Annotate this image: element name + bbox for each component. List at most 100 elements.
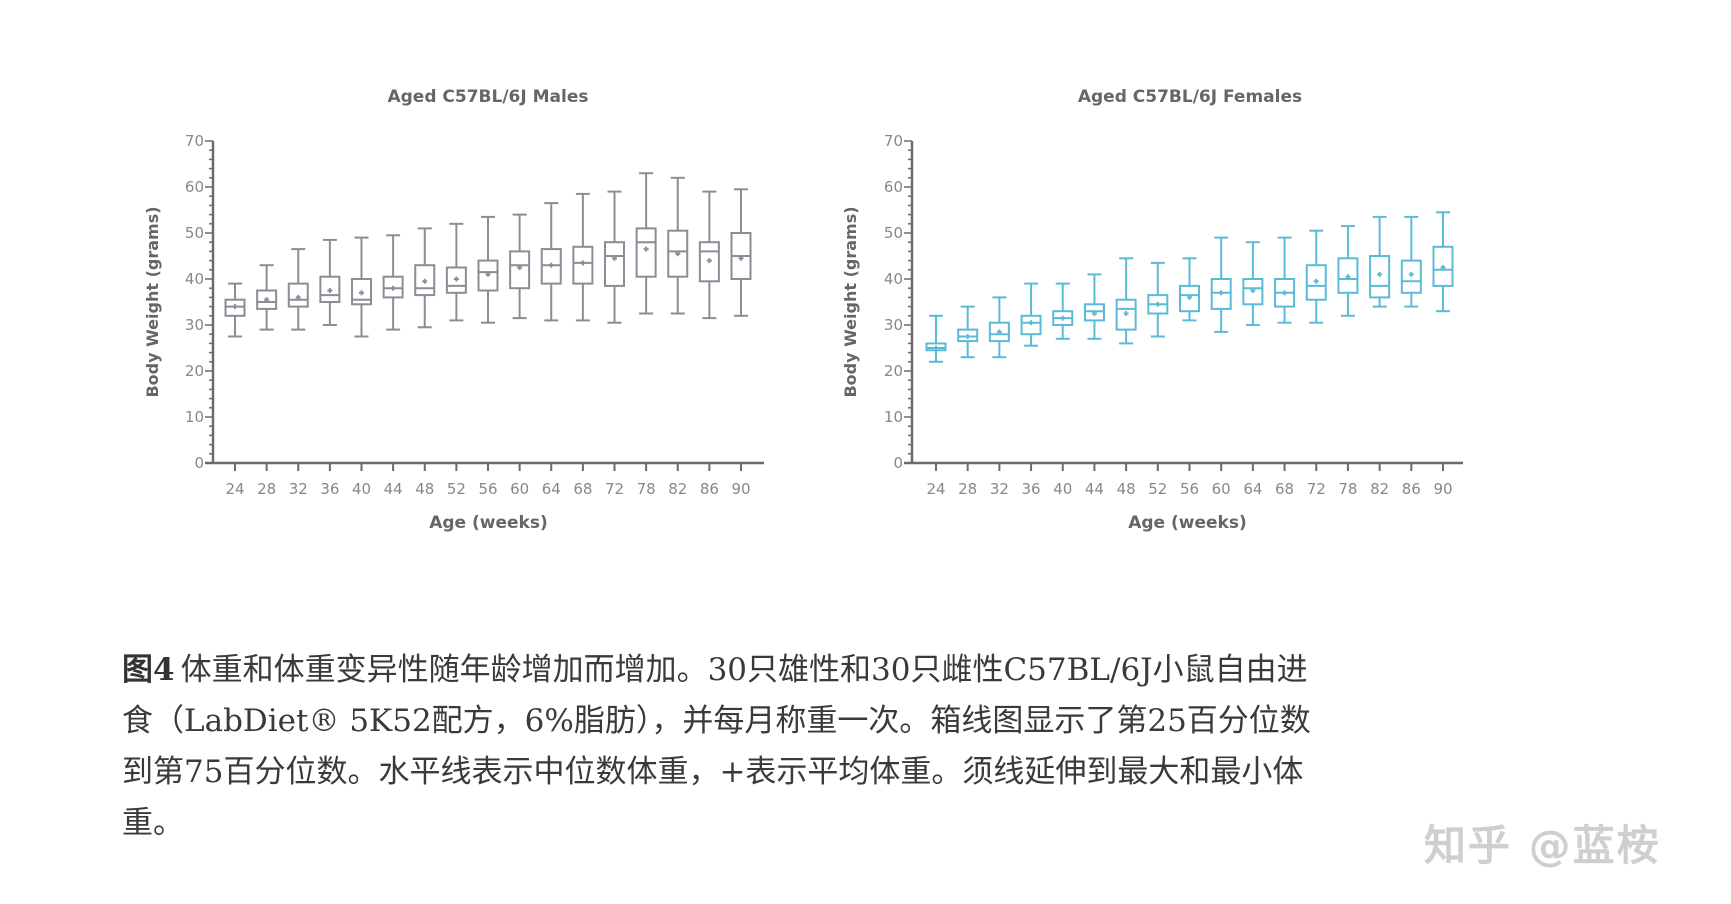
box-44 bbox=[382, 234, 404, 331]
box-68 bbox=[1274, 236, 1296, 324]
y-tick-label: 40 bbox=[185, 270, 204, 288]
chart-title: Aged C57BL/6J Males bbox=[387, 87, 588, 107]
box-60 bbox=[1210, 236, 1232, 333]
box-36 bbox=[319, 238, 341, 326]
box-86 bbox=[1400, 215, 1422, 308]
y-tick-label: 40 bbox=[884, 270, 903, 288]
y-axis-label: Body Weight (grams) bbox=[841, 206, 860, 397]
chart-title: Aged C57BL/6J Females bbox=[1078, 87, 1302, 107]
box-48 bbox=[414, 227, 436, 329]
x-tick-label: 24 bbox=[225, 480, 244, 498]
males-chart: Aged C57BL/6J Males 0 10 20 30 40 50 60 70 Body W… bbox=[143, 87, 764, 533]
figure-caption: 图4 体重和体重变异性随年龄增加而增加。30只雄性和30只雌性C57BL/6J小鼠… bbox=[122, 645, 1522, 849]
y-tick-label: 30 bbox=[185, 316, 204, 334]
y-tick-label: 60 bbox=[185, 178, 204, 196]
x-tick-label: 28 bbox=[958, 480, 977, 498]
box-72 bbox=[604, 190, 625, 324]
x-tick-label: 32 bbox=[990, 480, 1009, 498]
box-44 bbox=[1083, 273, 1105, 340]
box-72 bbox=[1305, 229, 1327, 324]
caption-line-3: 到第75百分位数。水平线表示中位数体重，+表示平均体重。须线延伸到最大和最小体 bbox=[122, 754, 1304, 790]
y-tick-label: 10 bbox=[884, 408, 903, 426]
y-tick-label: 10 bbox=[185, 408, 204, 426]
y-axis-label: Body Weight (grams) bbox=[143, 206, 162, 397]
box-64 bbox=[540, 202, 562, 322]
box-78 bbox=[1337, 225, 1359, 317]
box-86 bbox=[698, 190, 720, 320]
y-tick-label: 50 bbox=[185, 224, 204, 242]
y-tick-label: 50 bbox=[884, 224, 903, 242]
x-tick-label: 48 bbox=[1117, 480, 1136, 498]
x-tick-label: 82 bbox=[668, 480, 687, 498]
x-tick-label: 72 bbox=[1307, 480, 1326, 498]
y-tick-label: 0 bbox=[194, 454, 204, 472]
caption-line-2: 食（LabDiet® 5K52配方，6%脂肪），并每月称重一次。箱线图显示了第2… bbox=[122, 703, 1311, 739]
x-tick-label: 78 bbox=[637, 480, 656, 498]
x-tick-label: 72 bbox=[605, 480, 624, 498]
x-tick-label: 44 bbox=[1085, 480, 1104, 498]
x-tick-label: 68 bbox=[573, 480, 592, 498]
x-tick-label: 36 bbox=[320, 480, 339, 498]
box-78 bbox=[635, 172, 657, 315]
charts-area: Aged C57BL/6J Males 0 10 20 30 40 50 60 70 Body W… bbox=[143, 87, 1463, 533]
y-tick-label: 30 bbox=[884, 316, 903, 334]
box-32 bbox=[287, 248, 309, 331]
box-28 bbox=[957, 305, 979, 359]
x-tick-label: 36 bbox=[1022, 480, 1041, 498]
box-48 bbox=[1115, 257, 1137, 345]
x-tick-label: 86 bbox=[1402, 480, 1421, 498]
x-tick-label: 90 bbox=[1433, 480, 1452, 498]
caption-line-1: 图4 体重和体重变异性随年龄增加而增加。30只雄性和30只雌性C57BL/6J小鼠… bbox=[122, 645, 1522, 696]
y-tick-label: 20 bbox=[884, 362, 903, 380]
x-tick-label: 40 bbox=[352, 480, 371, 498]
iqr-box bbox=[604, 241, 625, 287]
box-36 bbox=[1020, 282, 1042, 347]
box-82 bbox=[1369, 215, 1391, 308]
y-tick-label: 0 bbox=[893, 454, 903, 472]
box-52 bbox=[445, 222, 467, 322]
box-52 bbox=[1147, 261, 1169, 338]
box-32 bbox=[988, 296, 1010, 359]
x-tick-label: 52 bbox=[447, 480, 466, 498]
box-56 bbox=[1179, 257, 1200, 322]
caption-text: 体重和体重变异性随年龄增加而增加。30只雄性和30只雌性C57BL/6J小鼠自由… bbox=[180, 652, 1308, 688]
x-tick-label: 60 bbox=[1212, 480, 1231, 498]
caption-line-4: 重。 bbox=[122, 805, 184, 841]
box-90 bbox=[730, 188, 752, 317]
x-tick-label: 48 bbox=[415, 480, 434, 498]
x-tick-label: 44 bbox=[384, 480, 403, 498]
box-90 bbox=[1432, 211, 1454, 313]
x-tick-label: 56 bbox=[1180, 480, 1199, 498]
box-60 bbox=[509, 213, 531, 320]
caption-label: 图4 bbox=[122, 652, 175, 688]
y-tick-label: 70 bbox=[884, 132, 903, 150]
y-tick-label: 60 bbox=[884, 178, 903, 196]
x-tick-label: 82 bbox=[1370, 480, 1389, 498]
x-tick-label: 24 bbox=[926, 480, 945, 498]
x-tick-label: 86 bbox=[700, 480, 719, 498]
box-24 bbox=[224, 282, 246, 338]
box-82 bbox=[667, 176, 689, 315]
watermark-logo: 知乎 @蓝桉 bbox=[1424, 821, 1661, 870]
x-axis-label: Age (weeks) bbox=[429, 513, 548, 533]
x-tick-label: 56 bbox=[478, 480, 497, 498]
x-tick-label: 28 bbox=[257, 480, 276, 498]
x-tick-label: 40 bbox=[1053, 480, 1072, 498]
x-axis-label: Age (weeks) bbox=[1128, 513, 1247, 533]
x-tick-label: 90 bbox=[731, 480, 750, 498]
box-28 bbox=[256, 264, 278, 331]
box-40 bbox=[351, 236, 372, 338]
box-68 bbox=[572, 192, 594, 322]
x-tick-label: 64 bbox=[542, 480, 561, 498]
box-40 bbox=[1052, 282, 1074, 340]
iqr-box bbox=[635, 227, 657, 278]
y-tick-label: 70 bbox=[185, 132, 204, 150]
x-tick-label: 52 bbox=[1148, 480, 1167, 498]
x-tick-label: 68 bbox=[1275, 480, 1294, 498]
box-64 bbox=[1242, 241, 1264, 326]
box-56 bbox=[477, 215, 499, 324]
x-tick-label: 64 bbox=[1243, 480, 1262, 498]
x-tick-label: 32 bbox=[289, 480, 308, 498]
x-tick-label: 78 bbox=[1338, 480, 1357, 498]
y-tick-label: 20 bbox=[185, 362, 204, 380]
